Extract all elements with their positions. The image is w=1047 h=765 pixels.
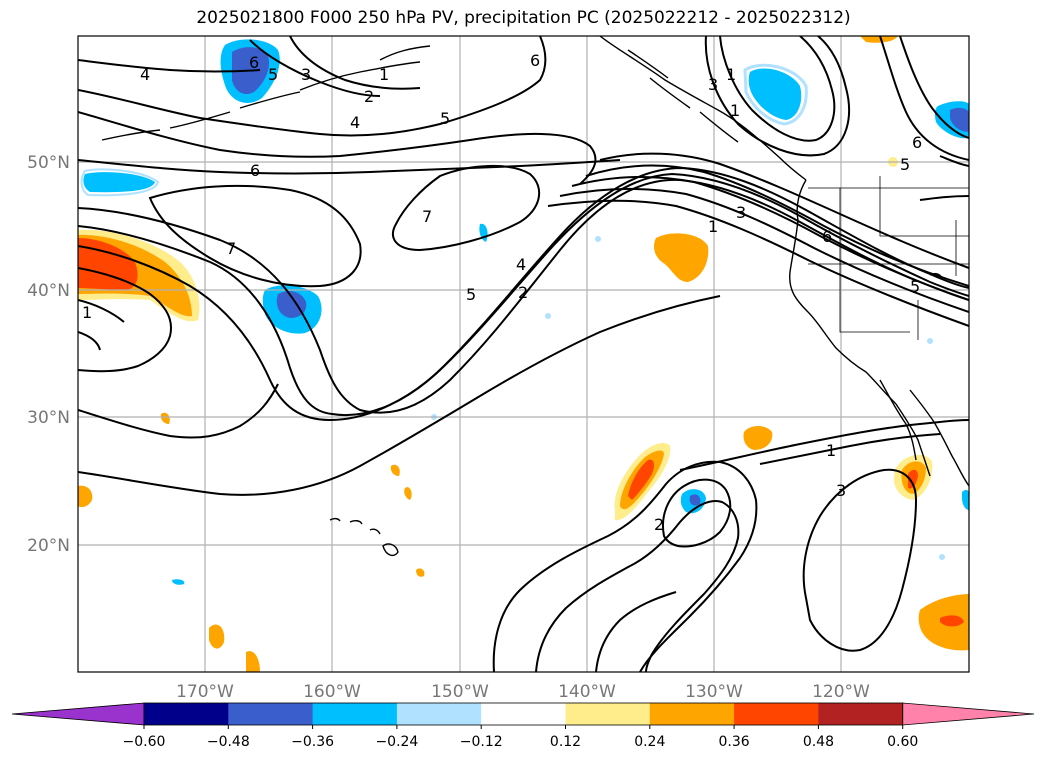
svg-text:5: 5 <box>440 109 450 128</box>
svg-text:4: 4 <box>516 255 526 274</box>
plot-area <box>78 36 969 672</box>
colorbar-segment <box>228 703 314 725</box>
lon-label-150w: 150°W <box>431 682 489 702</box>
colorbar-extend-low <box>11 702 145 726</box>
colorbar: −0.60 −0.48 −0.36 −0.24 −0.12 0.12 0.24 0.36 0.4… <box>11 702 1035 750</box>
colorbar-extend-high <box>902 702 1035 726</box>
svg-text:1: 1 <box>730 101 740 120</box>
colorbar-segment <box>481 703 566 725</box>
lat-label-20n: 20°N <box>27 536 70 556</box>
lon-label-140w: 140°W <box>558 682 616 702</box>
colorbar-tick-label: −0.60 <box>123 734 166 750</box>
colorbar-tick-label: 0.48 <box>803 734 834 750</box>
colorbar-segment <box>565 703 651 725</box>
svg-text:6: 6 <box>912 133 922 152</box>
lon-label-120w: 120°W <box>812 682 870 702</box>
svg-text:2: 2 <box>364 87 374 106</box>
svg-text:4: 4 <box>140 65 150 84</box>
longitude-labels: 170°W 160°W 150°W 140°W 130°W 120°W <box>176 682 870 702</box>
svg-text:1: 1 <box>726 65 736 84</box>
colorbar-tick-label: 0.60 <box>887 734 918 750</box>
map-content: 6 5 3 1 2 4 5 4 6 1 3 1 6 5 6 7 7 4 2 5 … <box>78 36 969 672</box>
colorbar-segment <box>649 703 735 725</box>
svg-text:4: 4 <box>350 113 360 132</box>
colorbar-tick-label: 0.12 <box>550 734 581 750</box>
svg-text:1: 1 <box>708 217 718 236</box>
svg-text:6: 6 <box>249 53 259 72</box>
colorbar-segment <box>734 703 819 725</box>
lat-label-50n: 50°N <box>27 153 70 173</box>
colorbar-tick-label: −0.24 <box>375 734 418 750</box>
svg-text:7: 7 <box>226 239 236 258</box>
svg-text:1: 1 <box>379 65 389 84</box>
svg-text:3: 3 <box>736 203 746 222</box>
colorbar-segment <box>818 703 904 725</box>
precip-blob-gulf-alaska-negative <box>748 68 802 120</box>
lon-label-130w: 130°W <box>685 682 743 702</box>
map-title: 2025021800 F000 250 hPa PV, precipitatio… <box>196 8 851 28</box>
lon-label-170w: 170°W <box>176 682 234 702</box>
colorbar-segment <box>396 703 482 725</box>
svg-text:5: 5 <box>466 285 476 304</box>
colorbar-tick-label: −0.12 <box>460 734 503 750</box>
graticule <box>78 36 969 672</box>
svg-text:3: 3 <box>836 481 846 500</box>
colorbar-segment <box>312 703 398 725</box>
contour-labels: 6 5 3 1 2 4 5 4 6 1 3 1 6 5 6 7 7 4 2 5 … <box>82 51 922 534</box>
colorbar-tick-label: 0.36 <box>719 734 750 750</box>
svg-text:5: 5 <box>268 65 278 84</box>
svg-text:3: 3 <box>708 75 718 94</box>
lat-label-30n: 30°N <box>27 408 70 428</box>
latitude-labels: 50°N 40°N 30°N 20°N <box>27 153 70 556</box>
pv-contours <box>78 36 969 672</box>
colorbar-frame <box>143 702 904 726</box>
colorbar-tick-label: 0.24 <box>634 734 665 750</box>
colorbar-tick-label: −0.48 <box>207 734 250 750</box>
svg-text:6: 6 <box>822 227 832 246</box>
svg-text:7: 7 <box>422 207 432 226</box>
plot-frame <box>77 35 970 673</box>
lat-label-40n: 40°N <box>27 281 70 301</box>
svg-text:1: 1 <box>82 303 92 322</box>
precip-blob-northeast-pacific-positive <box>654 233 709 282</box>
svg-text:2: 2 <box>654 515 664 534</box>
colorbar-tick-label: −0.36 <box>291 734 334 750</box>
svg-text:5: 5 <box>910 277 920 296</box>
svg-text:6: 6 <box>250 161 260 180</box>
svg-text:3: 3 <box>301 65 311 84</box>
svg-text:2: 2 <box>518 283 528 302</box>
lon-label-160w: 160°W <box>303 682 361 702</box>
svg-text:1: 1 <box>826 441 836 460</box>
svg-text:5: 5 <box>900 155 910 174</box>
colorbar-segment <box>144 703 229 725</box>
svg-text:6: 6 <box>530 51 540 70</box>
